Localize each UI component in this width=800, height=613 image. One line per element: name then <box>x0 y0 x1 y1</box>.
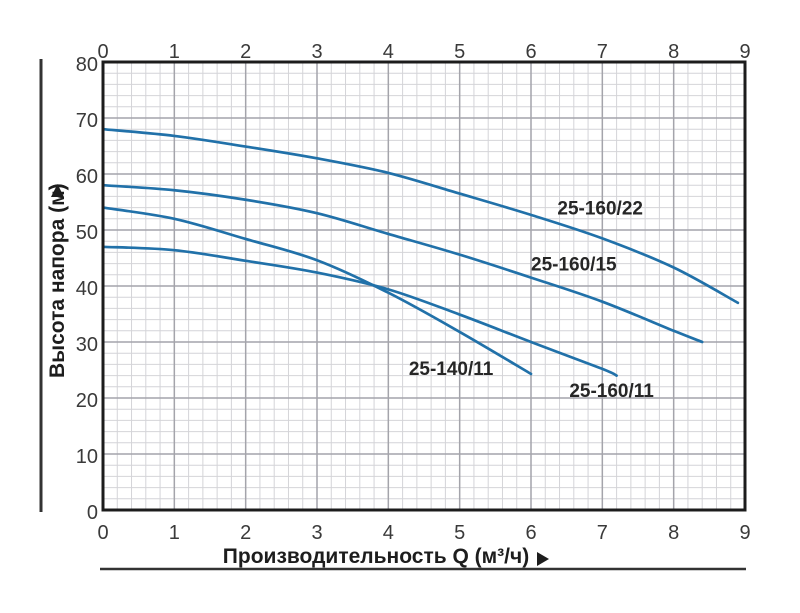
x-tick-top-1: 1 <box>169 41 180 63</box>
plot-border <box>101 60 747 512</box>
x-tick-top-6: 6 <box>525 41 536 63</box>
x-tick-bottom-9: 9 <box>739 522 750 544</box>
y-axis-ticks: 0 10 20 30 40 50 60 70 80 <box>76 54 98 524</box>
y-tick-20: 20 <box>76 390 98 412</box>
curve-25-160-15 <box>101 183 704 344</box>
y-tick-50: 50 <box>76 222 98 244</box>
curve-labels-group: 25-160/22 25-160/15 25-140/11 25-160/11 <box>409 199 654 403</box>
y-tick-30: 30 <box>76 334 98 356</box>
x-axis-title: Производительность Q (м³/ч) <box>223 545 529 568</box>
x-tick-bottom-3: 3 <box>311 522 322 544</box>
x-tick-top-9: 9 <box>739 41 750 63</box>
curve-25-140-11 <box>101 206 533 376</box>
y-axis-arrow-icon <box>51 184 64 197</box>
y-tick-0: 0 <box>87 502 98 524</box>
x-tick-bottom-4: 4 <box>383 522 394 544</box>
y-tick-80: 80 <box>76 54 98 76</box>
x-axis-arrow-icon <box>537 552 549 566</box>
y-tick-60: 60 <box>76 166 98 188</box>
pump-curves-group <box>101 127 740 377</box>
x-tick-bottom-6: 6 <box>525 522 536 544</box>
curve-25-160-11 <box>101 245 618 377</box>
x-axis-ticks-top: 0 1 2 3 4 5 6 7 8 9 <box>97 41 750 63</box>
curve-label-25-160-11: 25-160/11 <box>569 381 654 402</box>
x-tick-top-2: 2 <box>240 41 251 63</box>
y-tick-70: 70 <box>76 110 98 132</box>
x-tick-bottom-8: 8 <box>668 522 679 544</box>
curve-label-25-140-11: 25-140/11 <box>409 359 494 380</box>
x-tick-bottom-5: 5 <box>454 522 465 544</box>
x-tick-top-3: 3 <box>311 41 322 63</box>
x-tick-top-4: 4 <box>383 41 394 63</box>
x-tick-bottom-0: 0 <box>97 522 108 544</box>
curve-label-25-160-15: 25-160/15 <box>531 255 617 276</box>
x-tick-top-7: 7 <box>597 41 608 63</box>
x-tick-bottom-2: 2 <box>240 522 251 544</box>
y-axis-title: Высота напора (м) <box>46 183 69 378</box>
curve-label-25-160-22: 25-160/22 <box>557 199 643 220</box>
y-tick-10: 10 <box>76 446 98 468</box>
y-tick-40: 40 <box>76 278 98 300</box>
x-tick-bottom-1: 1 <box>169 522 180 544</box>
x-axis-ticks-bottom: 0 1 2 3 4 5 6 7 8 9 <box>97 522 750 544</box>
x-tick-top-0: 0 <box>97 41 108 63</box>
x-tick-bottom-7: 7 <box>597 522 608 544</box>
x-tick-top-8: 8 <box>668 41 679 63</box>
x-tick-top-5: 5 <box>454 41 465 63</box>
curve-25-160-22 <box>101 127 740 305</box>
